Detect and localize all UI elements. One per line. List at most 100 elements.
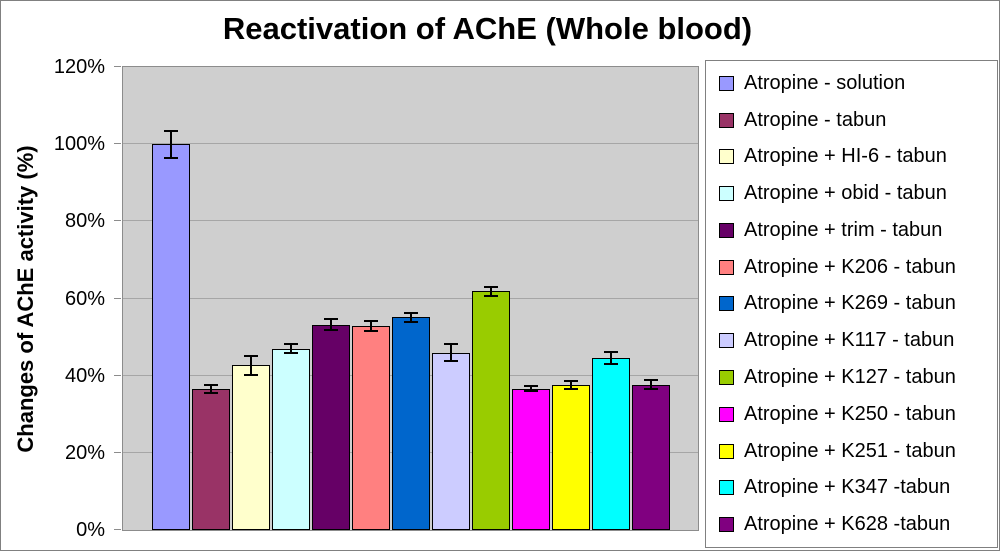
legend-label: Atropine + HI-6 - tabun — [744, 145, 947, 168]
legend-item: Atropine + K250 - tabun — [719, 403, 993, 426]
y-tick-label: 60% — [64, 287, 105, 310]
legend-label: Atropine + K628 -tabun — [744, 513, 951, 536]
error-bar-line — [210, 384, 212, 394]
legend-swatch-icon — [719, 443, 734, 459]
bar-slot — [352, 67, 390, 530]
bar-slot — [152, 67, 190, 530]
y-tick-label: 20% — [64, 441, 105, 464]
error-bar-cap — [524, 385, 538, 388]
y-tick-mark — [114, 529, 121, 530]
error-bar-cap — [244, 354, 258, 357]
bar — [312, 324, 350, 530]
legend-label: Atropine + K347 -tabun — [744, 476, 951, 499]
error-bar-line — [650, 379, 652, 390]
legend-label: Atropine - tabun — [744, 108, 887, 131]
error-bar-cap — [364, 319, 378, 322]
error-bar-cap — [604, 350, 618, 353]
error-bar-cap — [644, 388, 658, 391]
y-tick-mark — [114, 220, 121, 222]
bar-slot — [432, 67, 470, 530]
legend-label: Atropine - solution — [744, 71, 906, 94]
legend-swatch-icon — [719, 186, 734, 202]
y-tick-mark — [114, 451, 121, 453]
y-tick-label: 80% — [64, 210, 105, 233]
legend-item: Atropine - solution — [719, 72, 993, 95]
legend-item: Atropine + K127 - tabun — [719, 366, 993, 389]
bar — [392, 317, 430, 530]
bar-slot — [472, 67, 510, 530]
bar-slot — [272, 67, 310, 530]
error-bar-cap — [644, 378, 658, 381]
error-bar-line — [530, 386, 532, 392]
legend-item: Atropine - tabun — [719, 109, 993, 132]
legend-swatch-icon — [719, 149, 734, 165]
legend-item: Atropine + K117 - tabun — [719, 329, 993, 352]
legend-swatch-icon — [719, 406, 734, 422]
bar — [512, 388, 550, 530]
y-tick-label: 100% — [53, 133, 105, 156]
bar — [272, 348, 310, 530]
error-bar-line — [330, 319, 332, 331]
bar — [152, 144, 190, 530]
legend-swatch-icon — [719, 259, 734, 275]
plot-area — [122, 66, 699, 531]
error-bar-line — [170, 130, 172, 158]
error-bar-line — [290, 344, 292, 354]
error-bar-cap — [404, 311, 418, 314]
legend: Atropine - solution Atropine - tabun Atrop… — [705, 60, 998, 548]
gridline — [123, 143, 698, 145]
y-tick-mark — [114, 66, 121, 67]
error-bar-cap — [604, 363, 618, 366]
error-bar-cap — [164, 156, 178, 159]
gridline — [123, 220, 698, 222]
error-bar-cap — [204, 392, 218, 395]
legend-item: Atropine + K251 - tabun — [719, 440, 993, 463]
bar-slot — [512, 67, 550, 530]
legend-label: Atropine + K269 - tabun — [744, 292, 956, 315]
bar — [592, 357, 630, 530]
error-bar-line — [410, 312, 412, 323]
y-tick-mark — [114, 143, 121, 145]
bar — [352, 325, 390, 530]
legend-label: Atropine + K206 - tabun — [744, 255, 956, 278]
legend-item: Atropine + K206 - tabun — [719, 256, 993, 279]
bar — [472, 291, 510, 530]
legend-label: Atropine + K250 - tabun — [744, 402, 956, 425]
error-bar-cap — [444, 360, 458, 363]
legend-label: Atropine + trim - tabun — [744, 218, 943, 241]
error-bar-cap — [444, 342, 458, 345]
legend-swatch-icon — [719, 517, 734, 533]
error-bar-cap — [564, 387, 578, 390]
legend-label: Atropine + K251 - tabun — [744, 439, 956, 462]
error-bar-line — [370, 320, 372, 332]
bar-slot — [392, 67, 430, 530]
error-bar-line — [250, 355, 252, 375]
bar-slot — [192, 67, 230, 530]
error-bar-cap — [284, 352, 298, 355]
legend-item: Atropine + trim - tabun — [719, 219, 993, 242]
bar — [432, 352, 470, 530]
error-bar-cap — [564, 380, 578, 383]
legend-label: Atropine + K117 - tabun — [744, 329, 955, 352]
legend-swatch-icon — [719, 333, 734, 349]
y-tick-label: 40% — [64, 364, 105, 387]
y-tick-mark — [114, 297, 121, 299]
legend-swatch-icon — [719, 480, 734, 496]
legend-label: Atropine + K127 - tabun — [744, 366, 956, 388]
bar-slot — [592, 67, 630, 530]
error-bar-cap — [324, 329, 338, 332]
bar — [232, 365, 270, 530]
error-bar-cap — [204, 383, 218, 386]
legend-item: Atropine + K269 - tabun — [719, 292, 993, 315]
bars-container — [152, 67, 670, 530]
legend-item: Atropine + K347 -tabun — [719, 476, 993, 499]
bar — [632, 384, 670, 530]
error-bar-line — [490, 286, 492, 296]
y-tick-label: 0% — [76, 519, 105, 541]
y-tick-mark — [114, 374, 121, 376]
bar-slot — [632, 67, 670, 530]
bar-slot — [232, 67, 270, 530]
error-bar-cap — [484, 285, 498, 288]
error-bar-cap — [324, 318, 338, 321]
legend-swatch-icon — [719, 370, 734, 385]
